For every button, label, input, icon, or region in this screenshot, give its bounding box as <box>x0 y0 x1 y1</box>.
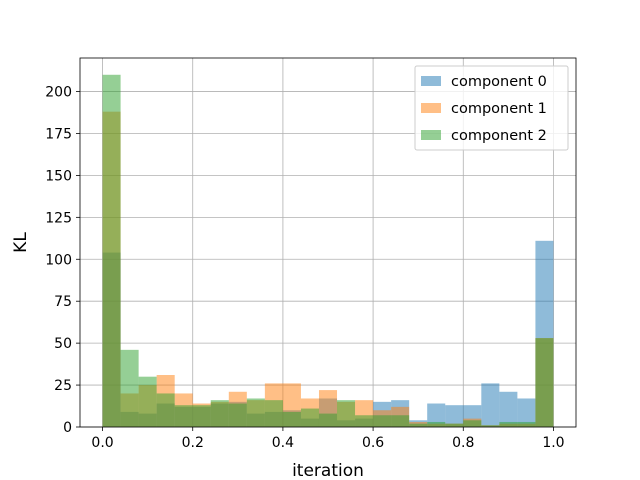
bar-s2-b12 <box>318 413 338 427</box>
bar-s2-b22 <box>499 421 518 427</box>
legend-label-1: component 1 <box>451 101 547 117</box>
bar-s2-b6 <box>210 400 229 427</box>
bar-s2-b13 <box>337 400 356 427</box>
bar-s2-b16 <box>391 415 410 427</box>
legend-swatch-0 <box>421 76 441 86</box>
bar-s2-b1 <box>120 349 139 427</box>
bar-s0-b23 <box>517 398 536 427</box>
y-tick-label-1: 25 <box>54 378 72 394</box>
x-tick-label-1: 0.2 <box>182 435 204 451</box>
x-axis-ticks: 0.0 0.2 0.4 0.6 0.8 1.0 <box>91 427 565 451</box>
bar-s0-b21 <box>481 383 500 427</box>
bar-s2-b10 <box>282 411 301 427</box>
bar-s2-b4 <box>174 405 193 427</box>
y-tick-label-6: 150 <box>45 168 72 184</box>
plot-frame <box>79 57 577 428</box>
y-axis-ticks: 0 25 50 75 100 125 150 175 200 <box>45 85 80 436</box>
bar-s2-b14 <box>355 415 374 427</box>
bar-s2-b9 <box>264 400 283 427</box>
legend: component 0 component 1 component 2 <box>414 65 569 151</box>
x-tick-label-5: 1.0 <box>542 435 564 451</box>
bar-s2-b8 <box>246 398 265 427</box>
bar-s2-b24 <box>535 338 554 427</box>
histogram-bars <box>102 74 554 427</box>
bar-s2-b2 <box>138 376 157 427</box>
y-tick-label-7: 175 <box>45 126 72 142</box>
bar-s2-b11 <box>300 408 319 427</box>
bar-s0-b18 <box>427 403 446 427</box>
bar-s2-b18 <box>427 421 446 427</box>
x-tick-label-0: 0.0 <box>91 435 113 451</box>
bar-s2-b23 <box>517 421 536 427</box>
bar-s2-b21 <box>481 425 500 427</box>
legend-box <box>414 65 569 151</box>
bar-s2-b19 <box>445 423 464 427</box>
legend-label-2: component 2 <box>451 128 547 144</box>
legend-swatch-2 <box>421 130 441 140</box>
bar-s2-b20 <box>463 420 482 427</box>
y-tick-label-8: 200 <box>45 85 72 101</box>
legend-swatch-1 <box>421 103 441 113</box>
bar-s0-b22 <box>499 391 518 427</box>
bar-s2-b0 <box>102 74 121 427</box>
bar-s2-b17 <box>409 423 428 427</box>
x-axis-label: iteration <box>292 461 364 480</box>
x-tick-label-2: 0.4 <box>272 435 294 451</box>
y-tick-label-2: 50 <box>54 336 72 352</box>
y-tick-label-5: 125 <box>45 210 72 226</box>
y-axis-label: KL <box>11 232 31 253</box>
bar-s0-b19 <box>445 405 464 427</box>
x-tick-label-4: 0.8 <box>452 435 474 451</box>
x-tick-label-3: 0.6 <box>362 435 384 451</box>
legend-label-0: component 0 <box>451 74 547 90</box>
y-tick-label-4: 100 <box>45 252 72 268</box>
bar-s2-b7 <box>228 403 247 427</box>
bar-s2-b3 <box>156 393 175 427</box>
y-tick-label-0: 0 <box>63 420 72 436</box>
y-tick-label-3: 75 <box>54 294 72 310</box>
bar-s2-b15 <box>373 415 392 427</box>
bar-s2-b5 <box>192 405 211 427</box>
